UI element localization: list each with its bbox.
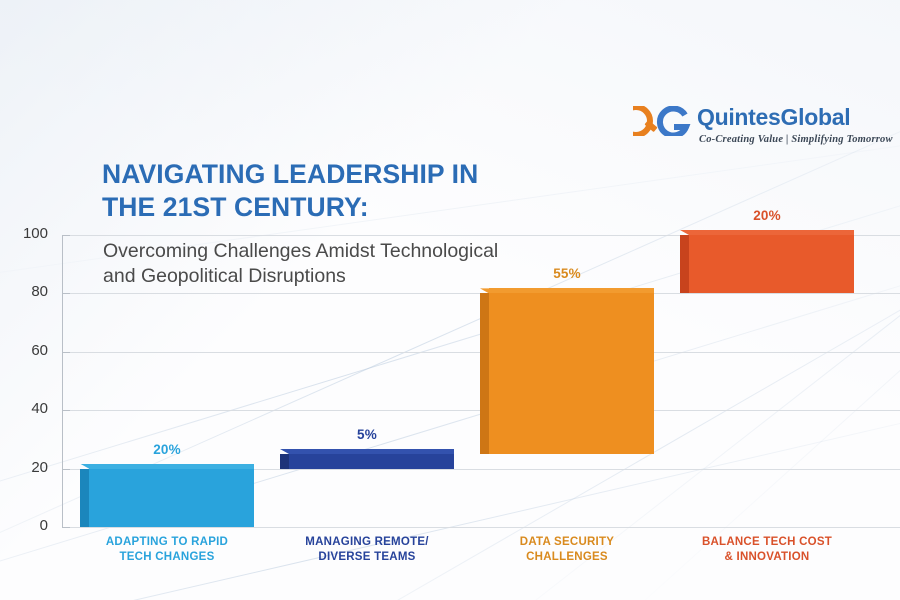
logo-wordmark: QuintesGlobal <box>697 104 851 131</box>
logo-word-global: Global <box>780 104 851 130</box>
y-axis-tick <box>62 235 70 236</box>
bar-value-label: 5% <box>357 427 377 442</box>
y-axis-label: 20 <box>31 458 48 476</box>
company-logo: QuintesGlobal Co-Creating Value | Simpli… <box>633 104 893 154</box>
x-axis-category-label: DATA SECURITY CHALLENGES <box>468 535 666 565</box>
bar-side-face <box>280 454 289 469</box>
y-axis-tick <box>62 293 70 295</box>
category-label-line: CHALLENGES <box>526 551 608 564</box>
category-label-line: DIVERSE TEAMS <box>318 551 416 564</box>
bar-side-face <box>680 235 689 294</box>
y-axis-label: 60 <box>31 341 48 359</box>
category-label-line: DATA SECURITY <box>519 536 615 548</box>
bar <box>480 288 654 454</box>
bar-front-face <box>489 293 654 454</box>
bar-front-face <box>689 235 854 294</box>
logo-word-quintes: Quintes <box>697 104 781 130</box>
category-label-line: BALANCE TECH COST <box>701 536 833 548</box>
bar <box>80 463 254 527</box>
gridline <box>62 527 900 528</box>
bar-front-face <box>289 454 454 469</box>
logo-tagline: Co-Creating Value | Simplifying Tomorrow <box>699 134 893 145</box>
category-label-line: ADAPTING TO RAPID <box>105 536 229 548</box>
page-subtitle: Overcoming Challenges Amidst Technologic… <box>103 240 499 287</box>
page-title: NAVIGATING LEADERSHIP IN THE 21ST CENTUR… <box>102 159 479 223</box>
bar-top-bevel <box>280 449 289 454</box>
bar-value-label: 20% <box>753 208 781 223</box>
bar <box>280 449 454 469</box>
bar-top-face <box>289 449 454 454</box>
y-axis-tick <box>62 410 70 412</box>
y-axis-tick <box>62 351 70 353</box>
gridline <box>62 235 900 236</box>
category-label-line: MANAGING REMOTE/ <box>305 536 429 548</box>
x-axis-category-label: BALANCE TECH COST & INNOVATION <box>668 535 866 565</box>
gridline <box>62 468 900 470</box>
bar <box>680 230 854 294</box>
bar-top-bevel <box>680 230 689 235</box>
y-axis-label: 40 <box>31 400 48 418</box>
bar-side-face <box>80 468 89 527</box>
bar-value-label: 55% <box>553 266 581 282</box>
x-axis-category-label: ADAPTING TO RAPID TECH CHANGES <box>68 535 266 565</box>
qg-monogram-icon <box>633 106 691 136</box>
bar-top-face <box>689 230 854 235</box>
bar-top-bevel <box>80 463 89 469</box>
bar-value-label: 20% <box>153 441 181 457</box>
y-axis-tick <box>62 468 70 470</box>
bar-top-bevel <box>480 288 489 294</box>
bar-top-face <box>489 288 654 294</box>
bar-top-face <box>89 463 254 469</box>
y-axis-tick <box>62 527 70 528</box>
bar-side-face <box>480 293 489 454</box>
category-label-line: & INNOVATION <box>724 551 810 564</box>
y-axis-line <box>62 235 63 527</box>
y-axis-label: 80 <box>31 283 48 301</box>
y-axis-label: 0 <box>39 517 48 534</box>
y-axis-label: 100 <box>22 225 48 242</box>
bar-front-face <box>89 468 254 527</box>
category-label-line: TECH CHANGES <box>119 551 215 564</box>
x-axis-category-label: MANAGING REMOTE/DIVERSE TEAMS <box>268 535 466 565</box>
